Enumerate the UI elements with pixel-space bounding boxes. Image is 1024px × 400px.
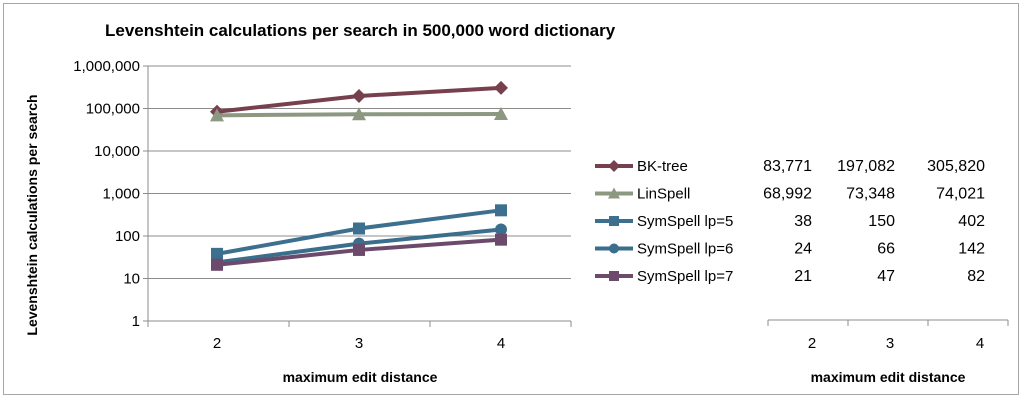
data-point: [494, 80, 508, 95]
gridlines: [148, 65, 571, 322]
data-point: [210, 108, 224, 122]
legend-marker: [609, 243, 619, 254]
table-cell: 197,082: [837, 158, 895, 175]
legend-entry: SymSpell lp=6: [637, 241, 733, 258]
legend-entry: BK-tree: [637, 158, 688, 175]
y-tick-label: 10,000: [94, 143, 140, 160]
legend-marker: [609, 216, 619, 226]
table-x-tick-label: 3: [886, 335, 894, 352]
legend-entry: LinSpell: [637, 186, 690, 203]
table-cell: 24: [794, 241, 812, 258]
table-cell: 66: [877, 241, 895, 258]
y-tick-label: 1,000: [102, 186, 140, 203]
data-point: [352, 88, 366, 103]
table-cell: 150: [868, 213, 895, 230]
data-point: [211, 258, 223, 271]
y-tick-label: 10: [123, 271, 140, 288]
y-tick-label: 1: [132, 313, 140, 330]
data-point: [352, 107, 366, 121]
data-point: [494, 107, 508, 121]
table-x-tick-label: 4: [976, 335, 984, 352]
series-layer: [210, 80, 508, 271]
table-x-tick-label: 2: [808, 335, 816, 352]
table-cell: 38: [794, 213, 812, 230]
data-point: [495, 233, 507, 246]
y-tick-label: 100,000: [86, 101, 140, 118]
data-point: [495, 204, 507, 217]
legend-entry: SymSpell lp=5: [637, 213, 733, 230]
table-cell: 83,771: [763, 158, 812, 175]
table-cell: 305,820: [927, 158, 985, 175]
table-cell: 82: [967, 268, 985, 285]
table-cell: 68,992: [763, 186, 812, 203]
x-tick-label: 4: [497, 335, 505, 352]
table-cell: 402: [958, 213, 985, 230]
legend-marker: [608, 160, 620, 172]
y-axis-label: Levenshtein calculations per search: [24, 94, 40, 335]
axes: 1,000,000 100,000 10,000 1,000 100 10 1 2 3 4: [73, 58, 572, 352]
data-point: [353, 243, 365, 256]
table-x-axis-label: maximum edit distance: [811, 369, 966, 385]
x-axis-label: maximum edit distance: [283, 369, 438, 385]
table-cell: 73,348: [846, 186, 895, 203]
data-point: [211, 247, 223, 260]
chart-title: Levenshtein calculations per search in 5…: [105, 21, 616, 40]
data-point: [353, 222, 365, 235]
y-tick-label: 1,000,000: [73, 58, 140, 75]
x-tick-label: 2: [213, 335, 221, 352]
table-cell: 142: [958, 241, 985, 258]
table-cell: 21: [794, 268, 812, 285]
data-point: [495, 223, 507, 236]
chart-frame: [3, 3, 1019, 395]
legend-entry: SymSpell lp=7: [637, 268, 733, 285]
table-cell: 74,021: [936, 186, 985, 203]
legend-marker: [609, 271, 619, 281]
x-tick-label: 3: [355, 335, 363, 352]
table-cell: 47: [877, 268, 895, 285]
legend-marker: [608, 187, 620, 199]
y-tick-label: 100: [115, 228, 140, 245]
legend-table: BK-tree 83,771 197,082 305,820 LinSpell 68,99…: [595, 158, 1009, 352]
